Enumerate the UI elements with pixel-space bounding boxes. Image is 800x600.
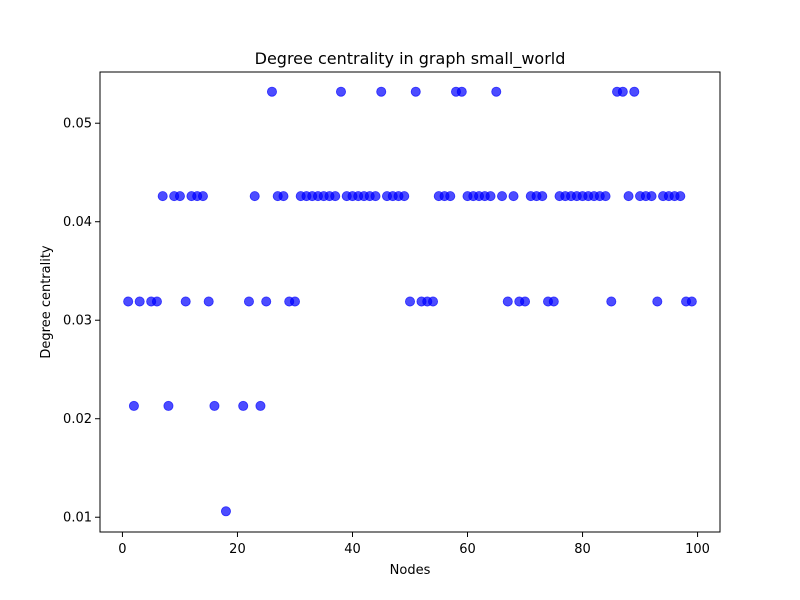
data-point (289, 296, 300, 307)
x-axis: 0 20 40 60 80 100 (118, 532, 710, 557)
y-tick-label: 0.05 (63, 117, 92, 132)
x-tick-label: 20 (229, 542, 246, 557)
data-point (330, 191, 341, 202)
y-tick-label: 0.01 (63, 511, 92, 526)
data-point (548, 296, 559, 307)
data-point (238, 400, 249, 411)
data-point (220, 506, 231, 517)
x-tick-label: 60 (459, 542, 476, 557)
data-point (399, 191, 410, 202)
x-tick-label: 80 (574, 542, 591, 557)
data-point (255, 400, 266, 411)
data-point (485, 191, 496, 202)
x-axis-label: Nodes (390, 563, 431, 578)
data-point (675, 191, 686, 202)
data-point (629, 86, 640, 97)
y-tick-label: 0.04 (63, 215, 92, 230)
data-points (123, 86, 697, 517)
y-tick-label: 0.02 (63, 412, 92, 427)
data-point (497, 191, 508, 202)
data-point (163, 400, 174, 411)
data-point (203, 296, 214, 307)
data-point (128, 400, 139, 411)
data-point (502, 296, 513, 307)
data-point (249, 191, 260, 202)
data-point (617, 86, 628, 97)
data-point (652, 296, 663, 307)
data-point (508, 191, 519, 202)
plot-frame (99, 71, 721, 533)
data-point (243, 296, 254, 307)
data-point (180, 296, 191, 307)
data-point (197, 191, 208, 202)
data-point (209, 400, 220, 411)
x-tick-label: 100 (685, 542, 710, 557)
data-point (520, 296, 531, 307)
data-point (404, 296, 415, 307)
data-point (600, 191, 611, 202)
data-point (646, 191, 657, 202)
data-point (606, 296, 617, 307)
data-point (410, 86, 421, 97)
data-point (266, 86, 277, 97)
chart-title: Degree centrality in graph small_world (255, 49, 566, 69)
data-point (491, 86, 502, 97)
data-point (261, 296, 272, 307)
data-point (623, 191, 634, 202)
y-axis-label: Degree centrality (39, 245, 54, 359)
y-tick-label: 0.03 (63, 314, 92, 329)
data-point (157, 191, 168, 202)
data-point (151, 296, 162, 307)
data-point (123, 296, 134, 307)
data-point (537, 191, 548, 202)
data-point (686, 296, 697, 307)
x-tick-label: 0 (118, 542, 126, 557)
data-point (370, 191, 381, 202)
data-point (445, 191, 456, 202)
data-point (428, 296, 439, 307)
data-point (335, 86, 346, 97)
data-point (456, 86, 467, 97)
data-point (134, 296, 145, 307)
y-axis: 0.01 0.02 0.03 0.04 0.05 (63, 117, 100, 526)
data-point (174, 191, 185, 202)
x-tick-label: 40 (344, 542, 361, 557)
data-point (376, 86, 387, 97)
data-point (278, 191, 289, 202)
